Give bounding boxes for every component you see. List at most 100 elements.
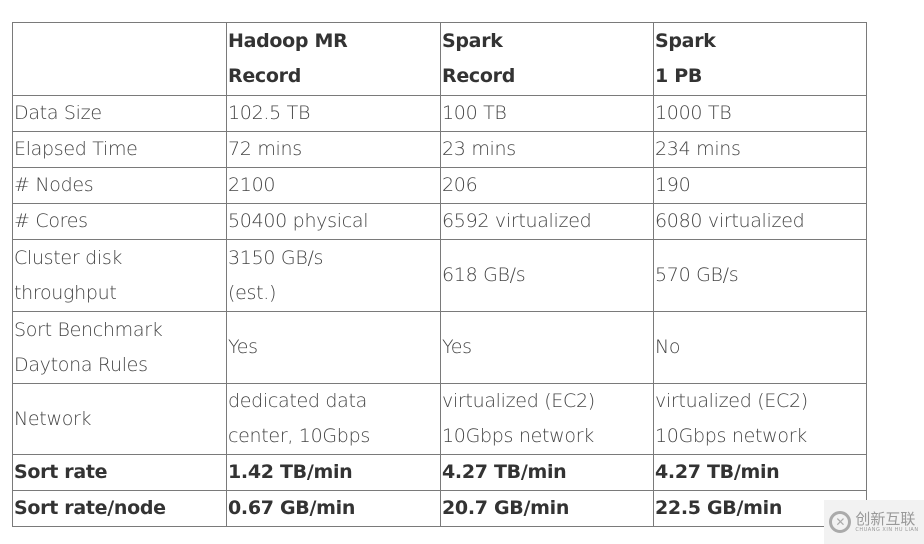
watermark-logo-icon: ✕ (829, 511, 852, 533)
cell-line: 10Gbps network (655, 425, 807, 447)
row-label: Sort rate/node (12, 490, 227, 527)
column-header (12, 22, 227, 96)
table-cell: 618 GB/s (440, 239, 654, 312)
table-cell: 3150 GB/s (est.) (226, 239, 441, 312)
cell-line: Sort Benchmark (14, 318, 163, 341)
comparison-table: Hadoop MR Record Spark Record Spark 1 PB Data… (12, 22, 867, 527)
table-cell: 50400 physical (226, 203, 441, 240)
cell-line: dedicated data (228, 390, 368, 412)
table-row: Sort Benchmark Daytona Rules Yes Yes No (12, 311, 867, 384)
cell-line: 22.5 GB/min (655, 497, 783, 519)
cell-line: 23 mins (442, 138, 516, 160)
cell-line: (est.) (228, 281, 277, 304)
table-row: Sort rate 1.42 TB/min 4.27 TB/min 4.27 TB/m… (12, 454, 867, 491)
column-header: Hadoop MR Record (226, 22, 441, 96)
cell-line: # Cores (14, 210, 88, 232)
cell-line: 6592 virtualized (442, 210, 592, 232)
cell-line: 2100 (228, 174, 276, 196)
table-cell: 1.42 TB/min (226, 454, 441, 491)
cell-line: 100 TB (442, 102, 507, 124)
row-label: # Nodes (12, 167, 227, 204)
column-header-line: Record (228, 65, 302, 87)
cell-line: 72 mins (228, 138, 302, 160)
column-header-line (14, 59, 226, 94)
table-cell: virtualized (EC2) 10Gbps network (440, 383, 654, 455)
table-cell: 100 TB (440, 95, 654, 132)
cell-line: Network (14, 407, 92, 430)
row-label: Sort rate (12, 454, 227, 491)
table-row: Cluster disk throughput 3150 GB/s (est.) 618… (12, 239, 867, 312)
cell-line: Elapsed Time (14, 138, 138, 160)
cell-line: center, 10Gbps (228, 425, 370, 447)
column-header-line: Record (442, 65, 516, 87)
row-label: Sort Benchmark Daytona Rules (12, 311, 227, 384)
table-cell: 206 (440, 167, 654, 204)
header-row: Hadoop MR Record Spark Record Spark 1 PB (12, 22, 867, 96)
column-header-line: Hadoop MR (228, 30, 348, 52)
cell-line: Daytona Rules (14, 353, 148, 376)
table-cell: 4.27 TB/min (653, 454, 867, 491)
table-cell: Yes (440, 311, 654, 384)
cell-line: 570 GB/s (655, 264, 739, 286)
cell-line: virtualized (EC2) (442, 390, 595, 412)
table-row: # Nodes 2100 206 190 (12, 167, 867, 204)
cell-line: 1.42 TB/min (228, 461, 353, 483)
table-cell: 72 mins (226, 131, 441, 168)
column-header: Spark Record (440, 22, 654, 96)
cell-line: 0.67 GB/min (228, 497, 356, 519)
table-cell: virtualized (EC2) 10Gbps network (653, 383, 867, 455)
cell-line: 206 (442, 174, 478, 196)
column-header-line: Spark (442, 30, 503, 52)
row-label: Network (12, 383, 227, 455)
column-header-line: 1 PB (655, 65, 703, 87)
cell-line: 50400 physical (228, 210, 369, 232)
cell-line: Cluster disk (14, 246, 123, 269)
table-row: Data Size 102.5 TB 100 TB 1000 TB (12, 95, 867, 132)
cell-line: 102.5 TB (228, 102, 311, 124)
table-cell: 102.5 TB (226, 95, 441, 132)
table-cell: 2100 (226, 167, 441, 204)
table-cell: 0.67 GB/min (226, 490, 441, 527)
cell-line: Sort rate/node (14, 497, 166, 519)
column-header-line (14, 24, 226, 59)
table-cell: 20.7 GB/min (440, 490, 654, 527)
row-label: Elapsed Time (12, 131, 227, 168)
cell-line: 618 GB/s (442, 264, 526, 286)
table-cell: 6592 virtualized (440, 203, 654, 240)
cell-line: Yes (228, 336, 258, 358)
cell-line: 1000 TB (655, 102, 732, 124)
row-label: Data Size (12, 95, 227, 132)
table-row: Sort rate/node 0.67 GB/min 20.7 GB/min 22.5… (12, 490, 867, 527)
watermark-subtext: CHUANG XIN HU LIAN (855, 527, 919, 533)
cell-line: Data Size (14, 102, 102, 124)
cell-line: virtualized (EC2) (655, 390, 808, 412)
cell-line: 3150 GB/s (228, 246, 324, 269)
table-cell: No (653, 311, 867, 384)
cell-line: 4.27 TB/min (655, 461, 780, 483)
cell-line: Sort rate (14, 461, 108, 483)
table-cell: 4.27 TB/min (440, 454, 654, 491)
table-cell: 190 (653, 167, 867, 204)
column-header-line: Spark (655, 30, 716, 52)
table-cell: 570 GB/s (653, 239, 867, 312)
watermark-text: 创新互联 (855, 510, 916, 528)
table-row: Elapsed Time 72 mins 23 mins 234 mins (12, 131, 867, 168)
cell-line: 6080 virtualized (655, 210, 805, 232)
table-cell: dedicated data center, 10Gbps (226, 383, 441, 455)
cell-line: 234 mins (655, 138, 741, 160)
table-row: Network dedicated data center, 10Gbps virtu… (12, 383, 867, 455)
cell-line: throughput (14, 281, 117, 304)
table-cell: Yes (226, 311, 441, 384)
cell-line: 4.27 TB/min (442, 461, 567, 483)
table-cell: 234 mins (653, 131, 867, 168)
row-label: # Cores (12, 203, 227, 240)
table-row: # Cores 50400 physical 6592 virtualized 608… (12, 203, 867, 240)
table-cell: 1000 TB (653, 95, 867, 132)
cell-line: 190 (655, 174, 691, 196)
table-cell: 6080 virtualized (653, 203, 867, 240)
row-label: Cluster disk throughput (12, 239, 227, 312)
cell-line: # Nodes (14, 174, 94, 196)
cell-line: 10Gbps network (442, 425, 594, 447)
cell-line: No (655, 336, 681, 358)
table-cell: 23 mins (440, 131, 654, 168)
